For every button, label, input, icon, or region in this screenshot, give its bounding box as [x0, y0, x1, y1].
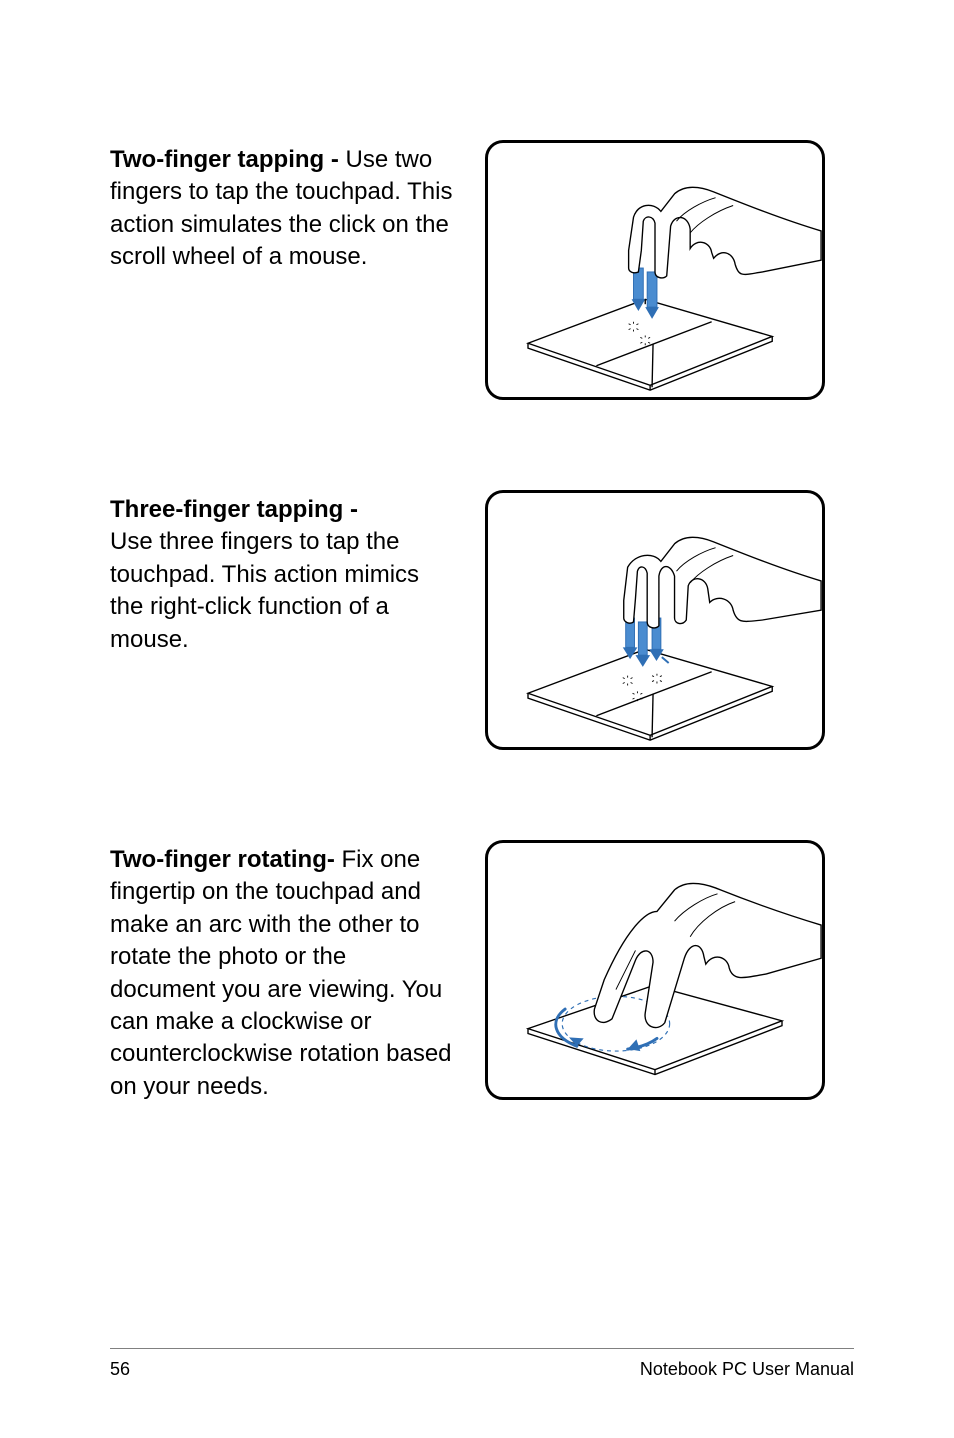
text-two-finger-tapping: Two-finger tapping - Use two fingers to … [110, 140, 455, 274]
body-three-finger-tapping: Use three fingers to tap the touchpad. T… [110, 528, 419, 652]
section-three-finger-tapping: Three-finger tapping - Use three fingers… [110, 490, 854, 750]
section-two-finger-tapping: Two-finger tapping - Use two fingers to … [110, 140, 854, 400]
two-finger-rotate-icon [488, 843, 822, 1097]
three-finger-tap-icon [488, 493, 822, 747]
text-three-finger-tapping: Three-finger tapping - Use three fingers… [110, 490, 455, 656]
two-finger-tap-icon [488, 143, 822, 397]
figure-two-finger-tapping [485, 140, 825, 400]
body-two-finger-rotating: Fix one fingertip on the touchpad and ma… [110, 846, 452, 1100]
doc-title: Notebook PC User Manual [640, 1359, 854, 1380]
figure-three-finger-tapping [485, 490, 825, 750]
page-content: Two-finger tapping - Use two fingers to … [0, 0, 954, 1103]
page-number: 56 [110, 1359, 130, 1380]
figure-two-finger-rotating [485, 840, 825, 1100]
title-two-finger-rotating: Two-finger rotating- [110, 846, 342, 873]
page-footer: 56 Notebook PC User Manual [110, 1348, 854, 1380]
title-two-finger-tapping: Two-finger tapping - [110, 146, 346, 173]
section-two-finger-rotating: Two-finger rotating- Fix one fingertip o… [110, 840, 854, 1103]
title-three-finger-tapping: Three-finger tapping - [110, 496, 358, 523]
text-two-finger-rotating: Two-finger rotating- Fix one fingertip o… [110, 840, 455, 1103]
